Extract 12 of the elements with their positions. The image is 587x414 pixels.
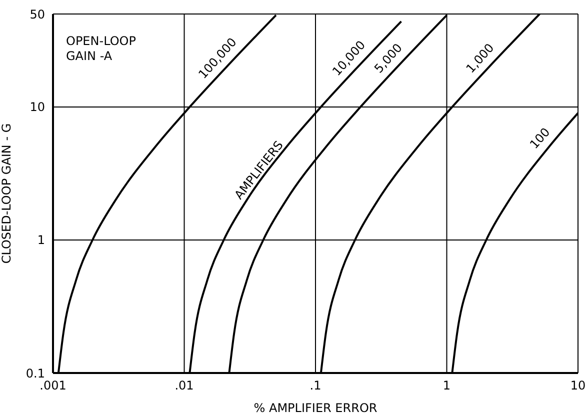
x-axis-title: % AMPLIFIER ERROR bbox=[254, 401, 378, 414]
y-tick-label: 50 bbox=[30, 7, 45, 22]
y-tick-label: 1 bbox=[37, 233, 45, 248]
legend-title: OPEN-LOOP GAIN -A bbox=[66, 34, 136, 64]
x-tick-label: 10 bbox=[570, 378, 586, 393]
y-tick-label: 0.1 bbox=[26, 366, 45, 380]
y-axis-title: CLOSED-LOOP GAIN - G bbox=[0, 123, 14, 264]
x-tick-label: 1 bbox=[442, 378, 451, 393]
x-tick-label: .001 bbox=[40, 378, 66, 393]
x-tick-label: .1 bbox=[310, 378, 322, 393]
x-tick-label: .01 bbox=[174, 378, 194, 393]
y-tick-label: 10 bbox=[30, 100, 45, 114]
